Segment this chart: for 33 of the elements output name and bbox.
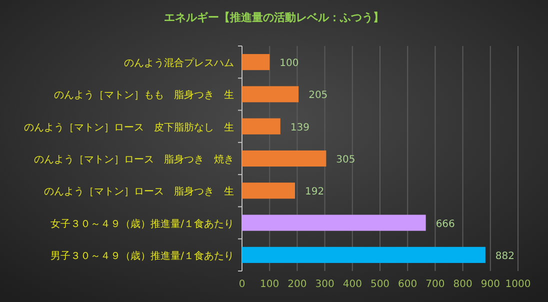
y-tick-label: のんよう混合プレスハム: [124, 57, 234, 70]
data-label: 305: [336, 154, 356, 166]
data-label: 139: [290, 122, 310, 134]
data-label: 882: [495, 250, 515, 262]
x-tick-label: 300: [315, 279, 334, 290]
bar: [242, 182, 295, 199]
data-label: 192: [304, 186, 324, 198]
x-tick-label: 0: [238, 279, 246, 290]
x-tick-label: 100: [260, 279, 280, 290]
x-tick-label: 200: [288, 279, 307, 290]
bar: [242, 214, 426, 231]
data-label: 205: [308, 90, 328, 102]
y-tick-label: 男子３０～４９（歳）推進量/１食あたり: [50, 250, 234, 262]
y-tick-label: のんよう［マトン］ロース 脂身つき 焼き: [34, 154, 234, 166]
chart-title: エネルギー【推進量の活動レベル：ふつう】: [164, 11, 384, 24]
bar: [242, 246, 486, 263]
data-label: 666: [436, 218, 455, 230]
x-tick-label: 700: [426, 279, 445, 290]
bar: [242, 118, 280, 134]
bar: [242, 150, 326, 167]
data-label: 100: [280, 58, 299, 70]
y-tick-label: のんよう［マトン］もも 脂身つき 生: [54, 89, 234, 102]
y-tick-label: のんよう［マトン］ロース 脂身つき 生: [44, 186, 234, 198]
x-tick-label: 400: [342, 279, 362, 290]
x-tick-label: 800: [453, 279, 472, 290]
bar: [242, 86, 299, 102]
bar: [242, 54, 270, 70]
x-tick-label: 600: [398, 279, 418, 290]
y-tick-label: 女子３０～４９（歳）推進量/１食あたり: [50, 218, 234, 230]
x-tick-label: 1000: [505, 279, 531, 290]
y-tick-label: のんよう［マトン］ロース 皮下脂肪なし 生: [24, 121, 234, 134]
x-tick-label: 900: [480, 279, 500, 290]
x-tick-label: 500: [370, 279, 390, 290]
